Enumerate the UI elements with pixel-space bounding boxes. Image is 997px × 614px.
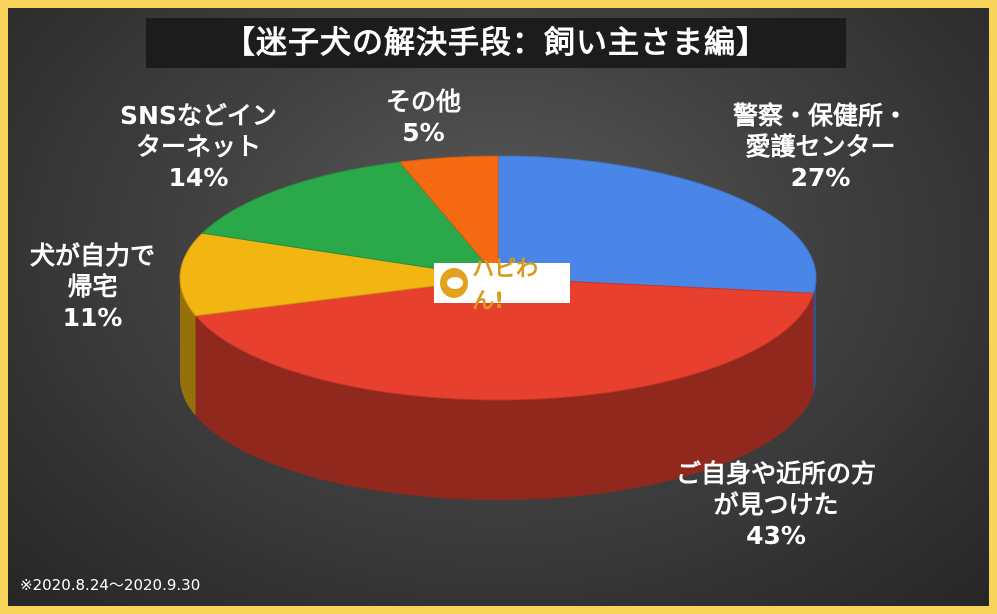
label-other: その他 5%: [386, 86, 461, 148]
pie-side-1: [195, 293, 814, 500]
chart-title: 【迷子犬の解決手段：飼い主さま編】: [146, 18, 846, 68]
label-self: ご自身や近所の方 が見つけた 43%: [676, 458, 876, 551]
label-sns-pct: 14%: [168, 163, 229, 192]
pie-chart: [179, 155, 817, 500]
label-home-pct: 11%: [62, 303, 123, 332]
logo-text: ハピわん!: [472, 257, 539, 314]
dog-logo-icon: [440, 268, 469, 298]
label-self-line2: が見つけた: [713, 490, 839, 519]
label-home-line2: 帰宅: [67, 272, 118, 301]
label-other-line1: その他: [386, 87, 462, 116]
pie-slice-2: [179, 232, 499, 317]
pie-slice-1: [194, 277, 815, 401]
label-self-line1: ご自身や近所の方: [676, 459, 877, 488]
pie-slice-0: [497, 155, 817, 294]
label-police: 警察・保健所・ 愛護センター 27%: [733, 100, 908, 193]
label-home-line1: 犬が自力で: [30, 241, 156, 270]
pie-side-2: [180, 278, 196, 416]
label-self-pct: 43%: [746, 521, 806, 550]
label-other-pct: 5%: [402, 118, 445, 147]
label-sns-line2: ターネット: [135, 132, 261, 161]
label-police-pct: 27%: [790, 163, 851, 192]
chart-frame: 【迷子犬の解決手段：飼い主さま編】 ハピわん! 警察・保健所・ 愛護センター 2…: [8, 8, 989, 606]
label-sns-line1: SNSなどイン: [120, 101, 277, 130]
label-police-line1: 警察・保健所・: [733, 101, 909, 130]
label-police-line2: 愛護センター: [745, 132, 896, 161]
pie-slice-4: [398, 155, 499, 280]
hapiwan-logo: ハピわん!: [434, 257, 570, 314]
pie-side-0: [813, 278, 816, 394]
survey-period-note: ※2020.8.24～2020.9.30: [20, 576, 201, 594]
label-home: 犬が自力で 帰宅 11%: [30, 240, 155, 333]
label-sns: SNSなどイン ターネット 14%: [120, 100, 277, 193]
